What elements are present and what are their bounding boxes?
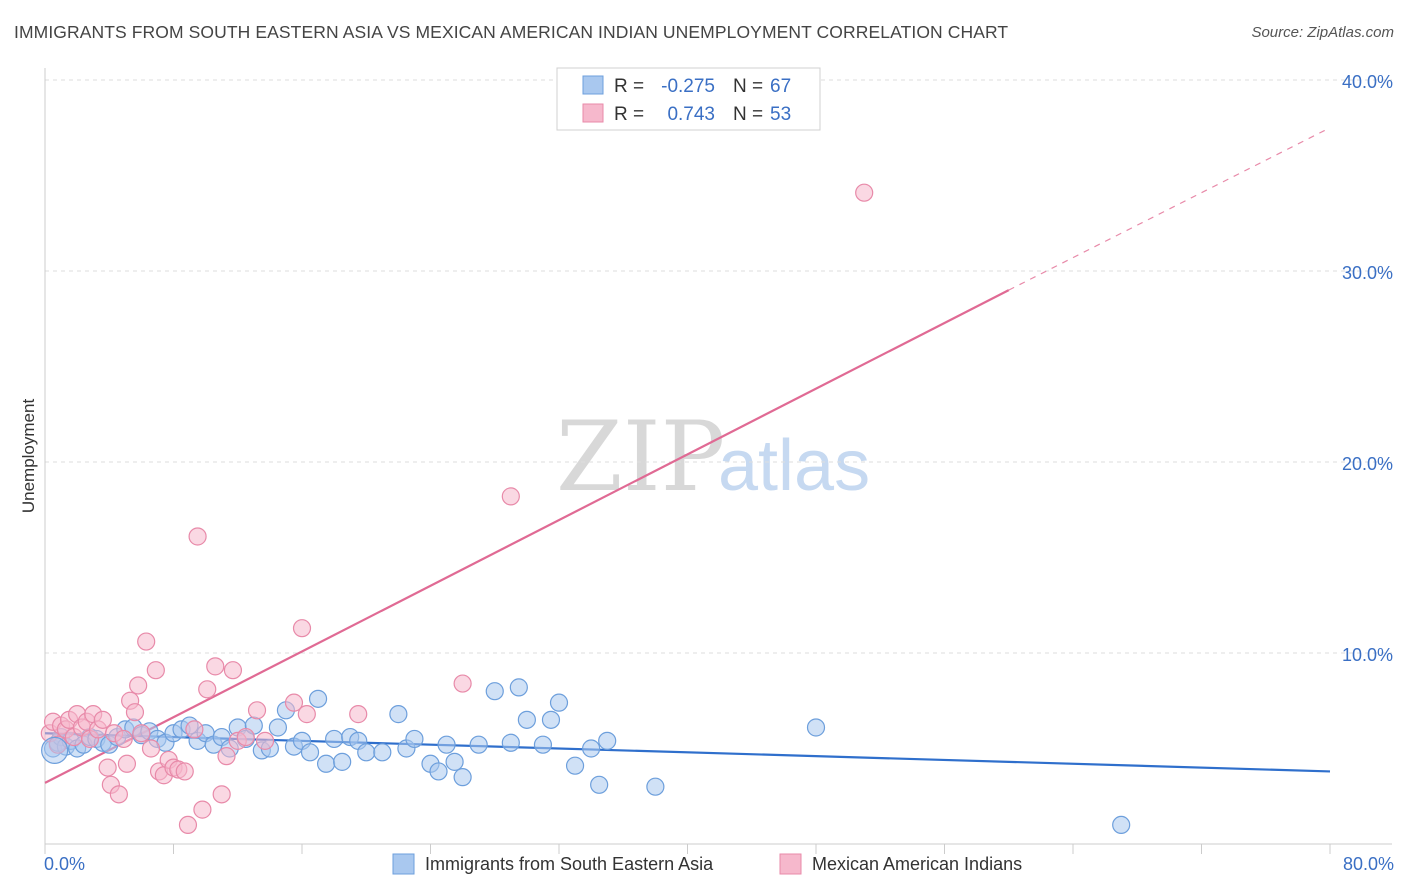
point-pink-35	[188, 527, 207, 546]
point-blue-31	[268, 718, 288, 737]
legend-r-label-blue: R =	[614, 76, 644, 97]
y-tick-label-40: 40.0%	[1342, 72, 1393, 92]
point-pink-26	[146, 661, 165, 680]
legend-r-label-pink: R =	[614, 104, 644, 125]
trend-line-pink-extension	[1008, 127, 1331, 291]
point-pink-24	[137, 632, 156, 651]
point-pink-43	[236, 727, 255, 747]
point-blue-43	[373, 743, 392, 762]
point-blue-64	[646, 777, 665, 796]
x-tick-label-max: 80.0%	[1343, 854, 1394, 874]
point-blue-60	[565, 756, 585, 775]
point-blue-36	[308, 689, 328, 708]
point-blue-65	[806, 718, 826, 737]
point-pink-50	[453, 674, 472, 693]
y-tick-label-30: 30.0%	[1342, 263, 1393, 283]
point-blue-59	[549, 693, 569, 712]
watermark-atlas: atlas	[718, 426, 870, 506]
point-pink-38	[206, 657, 225, 676]
point-pink-49	[349, 705, 368, 724]
point-blue-58	[541, 710, 561, 729]
point-blue-42	[357, 743, 376, 762]
grid	[45, 79, 1392, 654]
point-pink-22	[129, 676, 148, 695]
legend-n-value-blue: 67	[770, 76, 791, 97]
point-blue-56	[517, 710, 536, 729]
series-legend-label-blue: Immigrants from South Eastern Asia	[425, 854, 714, 874]
source-label: Source: ZipAtlas.com	[1251, 24, 1394, 41]
point-pink-34	[185, 720, 204, 739]
point-blue-62	[590, 775, 609, 794]
point-pink-51	[501, 487, 520, 506]
point-blue-55	[509, 678, 528, 697]
point-pink-52	[855, 183, 874, 202]
legend-n-value-pink: 53	[770, 104, 791, 125]
legend-r-value-pink: 0.743	[667, 104, 715, 125]
point-pink-40	[217, 747, 236, 766]
series-legend-swatch-blue	[392, 853, 415, 875]
legend-n-label-pink: N =	[733, 104, 763, 125]
y-tick-label-10: 10.0%	[1342, 645, 1393, 665]
point-pink-32	[175, 762, 194, 781]
point-blue-38	[325, 729, 344, 749]
point-blue-37	[316, 754, 336, 773]
point-blue-44	[389, 705, 408, 724]
point-pink-21	[125, 703, 145, 722]
point-blue-61	[582, 739, 601, 758]
chart-title: IMMIGRANTS FROM SOUTH EASTERN ASIA VS ME…	[14, 22, 1009, 42]
point-blue-39	[333, 752, 352, 771]
legend-r-value-blue: -0.275	[661, 76, 715, 97]
point-blue-49	[437, 735, 456, 754]
point-blue-50	[445, 752, 464, 771]
point-blue-66	[1112, 815, 1131, 835]
point-pink-25	[141, 739, 161, 758]
y-tick-label-20: 20.0%	[1342, 454, 1393, 474]
point-blue-35	[300, 743, 320, 762]
watermark-zip: ZIP	[556, 401, 725, 513]
point-pink-18	[114, 729, 133, 749]
legend-swatch-pink	[582, 103, 604, 123]
point-pink-37	[198, 680, 217, 699]
point-pink-13	[93, 710, 112, 729]
point-blue-53	[485, 682, 504, 701]
x-tick-label-min: 0.0%	[44, 854, 85, 874]
point-pink-41	[223, 661, 243, 680]
point-pink-17	[109, 785, 128, 804]
point-pink-36	[193, 800, 212, 819]
point-pink-39	[212, 785, 231, 804]
trend-line-pink	[44, 289, 1010, 784]
point-pink-44	[247, 701, 267, 720]
y-axis-title: Unemployment	[19, 399, 38, 514]
point-blue-54	[501, 733, 520, 752]
point-pink-14	[98, 758, 117, 777]
point-blue-51	[453, 768, 472, 787]
point-blue-63	[598, 731, 617, 750]
point-pink-47	[292, 619, 312, 638]
axes	[44, 68, 1392, 854]
point-blue-52	[469, 735, 488, 754]
trend-lines	[44, 127, 1331, 784]
series-legend: Immigrants from South Eastern Asia Mexic…	[392, 853, 1022, 875]
stats-legend: R = -0.275 N = 67 R = 0.743 N = 53	[556, 67, 821, 131]
legend-n-label-blue: N =	[733, 76, 763, 97]
point-pink-48	[297, 705, 316, 724]
series-legend-swatch-pink	[779, 853, 802, 875]
legend-swatch-blue	[582, 75, 604, 95]
point-blue-48	[429, 762, 448, 781]
point-blue-57	[533, 735, 553, 754]
series-legend-label-pink: Mexican American Indians	[812, 854, 1022, 874]
y-tick-labels: 10.0% 20.0% 30.0% 40.0%	[1342, 72, 1393, 665]
point-blue-46	[405, 729, 424, 749]
data-points	[40, 183, 1131, 835]
point-pink-23	[132, 724, 151, 743]
point-pink-19	[117, 754, 137, 773]
point-pink-33	[178, 815, 198, 835]
point-pink-45	[255, 731, 275, 750]
point-blue-cluster	[41, 736, 69, 765]
point-pink-46	[284, 693, 304, 712]
